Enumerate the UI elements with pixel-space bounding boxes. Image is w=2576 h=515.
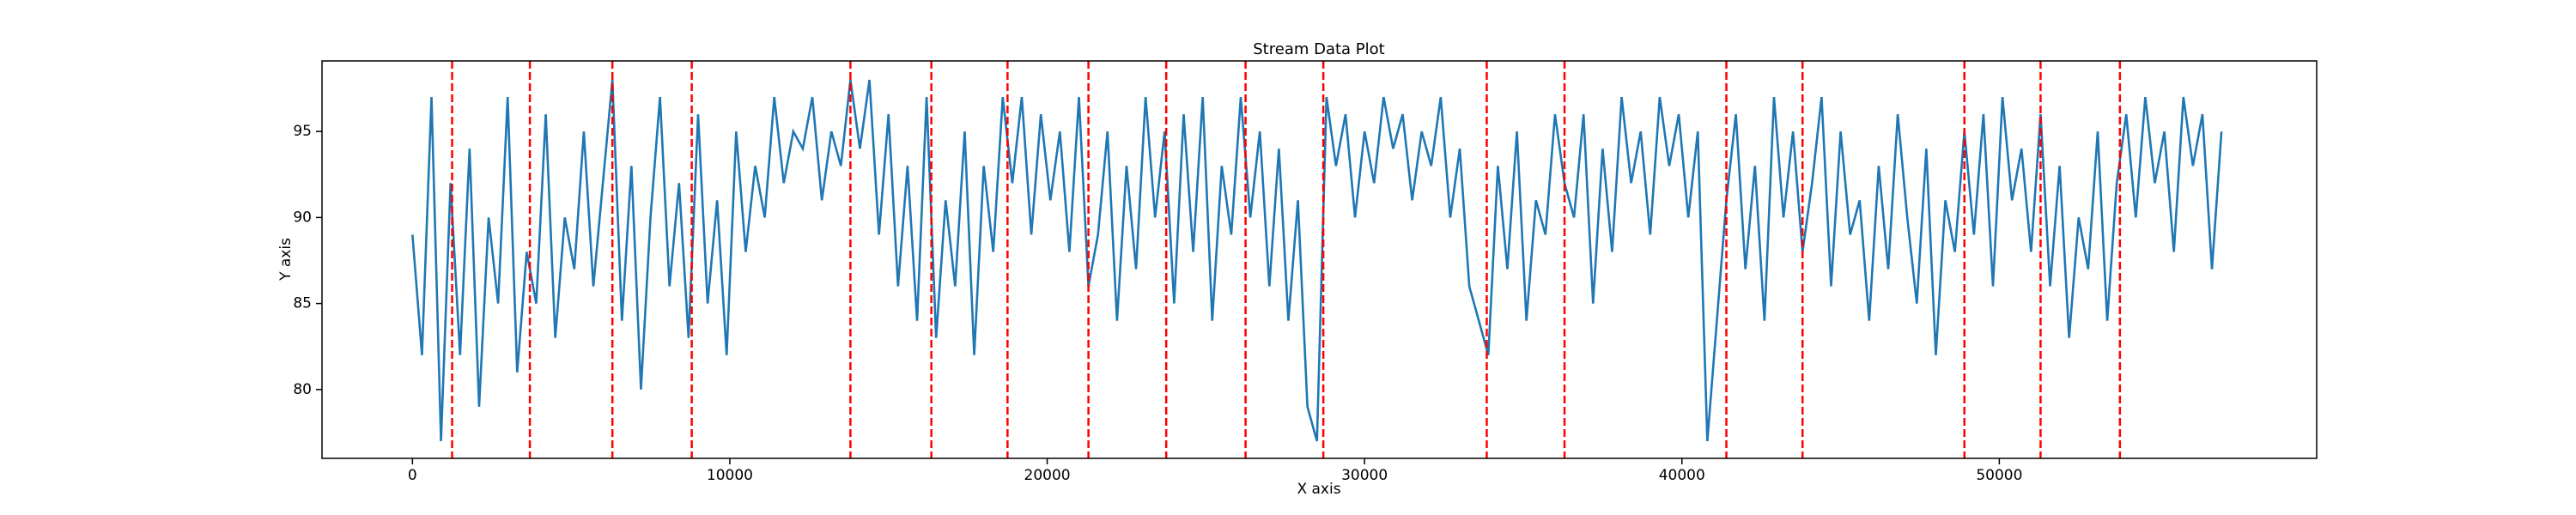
y-tick-label: 95 — [293, 123, 312, 140]
x-tick-label: 30000 — [1341, 467, 1388, 484]
x-tick-label: 20000 — [1024, 467, 1071, 484]
plot-frame — [321, 60, 2318, 459]
y-tick-label: 90 — [293, 209, 312, 226]
x-tick-label: 10000 — [707, 467, 753, 484]
x-tick-label: 50000 — [1976, 467, 2022, 484]
chart-title: Stream Data Plot — [1253, 40, 1384, 58]
y-axis-label: Y axis — [277, 238, 295, 282]
y-tick-label: 80 — [293, 381, 312, 398]
x-tick-label: 40000 — [1659, 467, 1705, 484]
x-axis-label: X axis — [1297, 481, 1340, 498]
data-line — [411, 79, 2223, 442]
y-tick-label: 85 — [293, 295, 312, 312]
x-tick-label: 0 — [408, 467, 417, 484]
